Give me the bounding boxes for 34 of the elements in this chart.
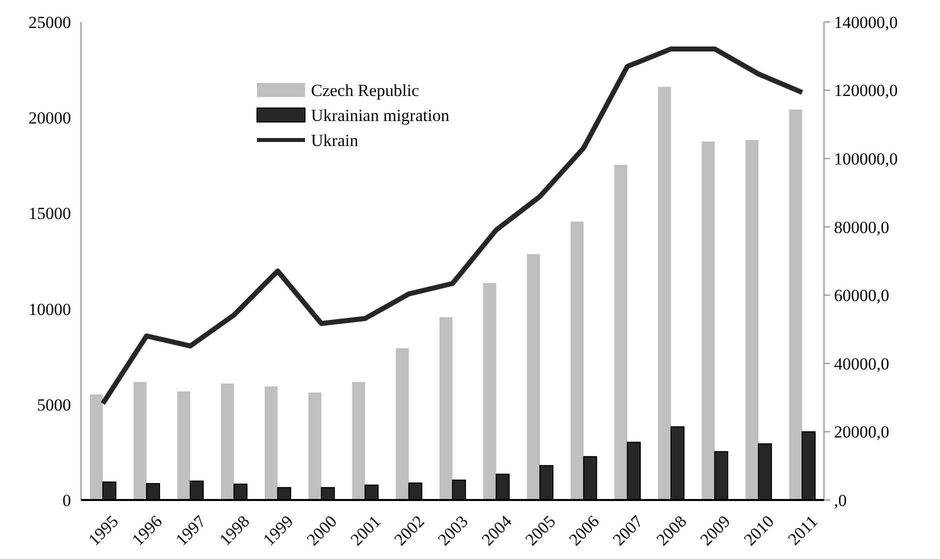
y-tick-label: 20000	[28, 108, 71, 128]
y2-tick-label: 20000,0	[834, 422, 890, 442]
y2-tick-label: 60000,0	[834, 286, 890, 306]
y-tick-label: 0	[62, 490, 71, 510]
bar	[745, 140, 758, 500]
bar	[658, 86, 672, 500]
bar	[134, 382, 147, 500]
legend-label: Czech Republic	[311, 80, 420, 100]
bar	[220, 384, 234, 500]
y-tick-label: 25000	[28, 12, 71, 32]
y-tick-label: 10000	[28, 300, 71, 319]
bar	[90, 394, 103, 500]
bar	[264, 386, 278, 500]
bar	[440, 317, 452, 500]
y2-tick-label: 120000,0	[834, 81, 898, 100]
y-tick-label: 15000	[28, 204, 71, 224]
bar	[570, 222, 584, 500]
bar	[483, 282, 496, 500]
y2-tick-label: 40000,0	[834, 354, 890, 374]
y2-tick-label: 100000,0	[834, 150, 898, 169]
bar	[177, 391, 190, 500]
bar	[614, 164, 628, 500]
bar	[789, 110, 802, 500]
y2-tick-label: 80000,0	[834, 218, 890, 237]
legend-label: Ukrainian migration	[311, 106, 450, 125]
legend-label: Ukrain	[311, 130, 359, 150]
y2-tick-label: ,0	[834, 490, 847, 510]
bar	[396, 348, 409, 500]
y-tick-label: 5000	[37, 395, 71, 414]
bar	[526, 254, 540, 500]
bar	[308, 392, 322, 500]
y2-tick-label: 140000,0	[834, 12, 898, 32]
bar	[702, 142, 715, 500]
bar	[352, 382, 366, 500]
